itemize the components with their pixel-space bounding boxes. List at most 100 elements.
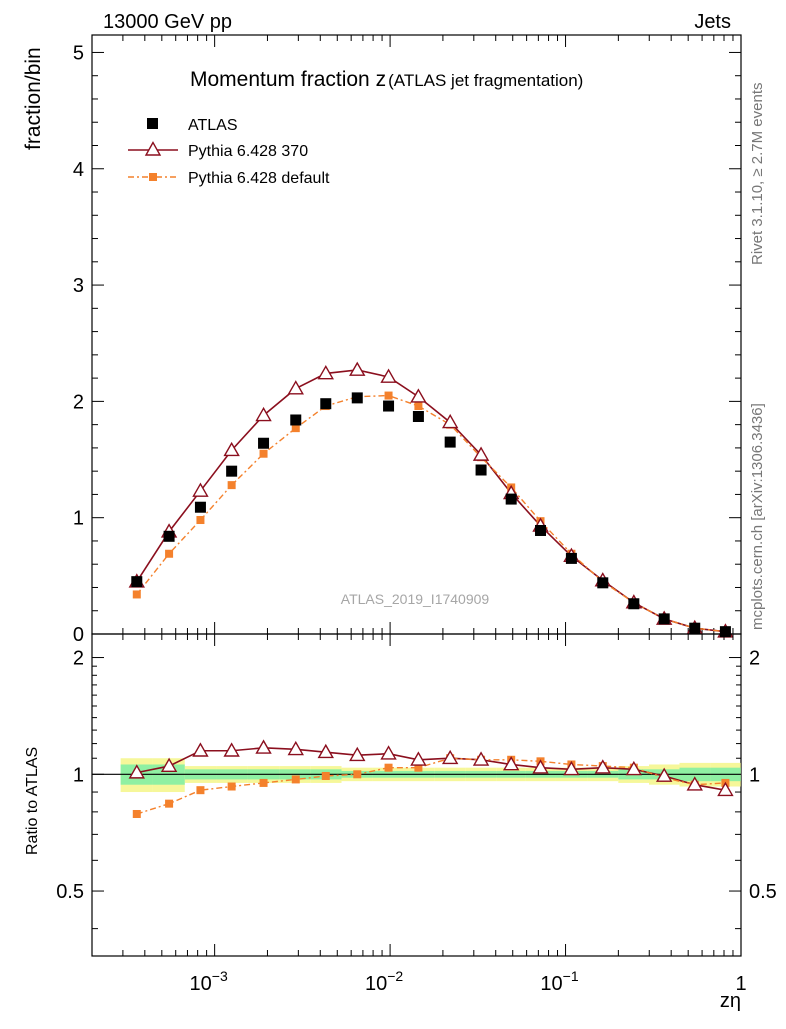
- ratio-p370-line: [136, 747, 726, 791]
- ratio-frame: [91, 633, 742, 957]
- series-atlas-point: [597, 577, 609, 589]
- ratio-p370-point: [625, 760, 643, 776]
- ratio-y-tick-label-right: 0.5: [749, 881, 777, 903]
- series-p370-point: [223, 441, 240, 457]
- series-atlas-point: [194, 501, 206, 513]
- series-atlas-point: [719, 626, 731, 638]
- x-tick-label: 10−2: [365, 968, 403, 995]
- ratio-pdefault-point: [353, 770, 362, 779]
- ratio-pdefault-point: [321, 771, 330, 780]
- series-pdefault-point: [132, 590, 141, 599]
- x-tick-label: 10−1: [540, 968, 578, 995]
- x-tick-label-exponent: −3: [212, 968, 228, 984]
- series-pdefault-line: [136, 394, 726, 633]
- energy-label: 13000 GeV pp: [103, 11, 232, 33]
- series-atlas-point: [412, 410, 424, 422]
- legend-pdefault-marker: [149, 173, 157, 181]
- ratio-panel: 10−3 10−2 10−1 10.5 0.51 12 2: [56, 633, 777, 995]
- series-atlas-point: [475, 464, 487, 476]
- ratio-p370-point: [472, 751, 490, 766]
- x-axis-label: zη: [720, 990, 741, 1012]
- series-p370-point: [441, 413, 459, 429]
- series-p370-point: [410, 388, 427, 403]
- ratio-pdefault-point: [196, 786, 205, 795]
- ratio-p370-point: [349, 746, 366, 762]
- series-atlas-point: [290, 414, 302, 426]
- chart-title: Momentum fraction z (ATLAS jet fragmentat…: [190, 68, 583, 91]
- series-p370-point: [349, 361, 366, 376]
- legend-pdefault-label: Pythia 6.428 default: [188, 170, 330, 187]
- series-pdefault-point: [414, 402, 423, 411]
- main-panel: 0 1 2 3 4 5: [73, 34, 742, 646]
- ratio-pdefault-point: [384, 763, 393, 772]
- ratio-y-tick-label-right: 1: [749, 764, 760, 786]
- series-atlas-point: [689, 622, 701, 634]
- series-p370-point: [192, 482, 209, 497]
- ratio-p370-point: [128, 764, 145, 779]
- chart-title-main: Momentum fraction z: [190, 68, 386, 91]
- series-atlas-point: [320, 398, 332, 410]
- process-label: Jets: [694, 11, 731, 33]
- ratio-y-axis-label: Ratio to ATLAS: [24, 747, 41, 855]
- ratio-p370-point: [317, 743, 334, 759]
- ratio-p370-point: [160, 757, 178, 773]
- y-tick-label: 1: [73, 508, 84, 530]
- ratio-p370-point: [380, 745, 397, 760]
- source-label: mcplots.cern.ch [arXiv:1306.3436]: [749, 403, 766, 630]
- series-pdefault-point: [384, 391, 393, 400]
- legend-p370-marker: [144, 141, 162, 156]
- x-tick-label: 10−3: [190, 968, 228, 995]
- series-pdefault-point: [196, 516, 205, 525]
- series-p370-point: [472, 446, 490, 461]
- series-atlas-point: [258, 437, 270, 449]
- ratio-p370-point: [441, 749, 459, 765]
- ratio-p370-point: [563, 760, 580, 776]
- legend: ATLAS Pythia 6.428 370 Pythia 6.428 defa…: [128, 117, 330, 187]
- ratio-p370-point: [410, 751, 427, 766]
- series-atlas-point: [351, 392, 363, 404]
- legend-p370-label: Pythia 6.428 370: [188, 143, 308, 160]
- series-atlas-point: [444, 436, 456, 448]
- series-atlas-point: [131, 576, 143, 588]
- ratio-pdefault-point: [259, 778, 268, 787]
- ratio-y-tick-label: 2: [73, 648, 84, 670]
- series-pdefault-point: [259, 449, 268, 458]
- ratio-pdefault-point: [414, 763, 423, 772]
- x-tick-label-base: 10: [365, 973, 387, 995]
- series-p370-point: [317, 365, 334, 380]
- ratio-pdefault-point: [132, 809, 141, 818]
- ratio-y-tick-label: 1: [73, 764, 84, 786]
- ratio-pdefault-point: [165, 799, 174, 808]
- ratio-p370-point: [223, 742, 240, 757]
- series-pdefault-point: [291, 424, 300, 433]
- series-p370-point: [380, 368, 397, 383]
- analysis-id: ATLAS_2019_I1740909: [341, 591, 490, 607]
- y-tick-label: 2: [73, 391, 84, 413]
- ratio-p370-point: [287, 740, 304, 756]
- series-atlas-point: [658, 613, 670, 625]
- series-atlas-point: [163, 530, 175, 542]
- ratio-y-tick-label: 0.5: [56, 881, 84, 903]
- x-tick-label-exponent: −1: [563, 968, 579, 984]
- ratio-p370-point: [255, 739, 272, 754]
- x-tick-label-exponent: −2: [387, 968, 403, 984]
- series-atlas-point: [535, 524, 547, 536]
- y-tick-label: 3: [73, 275, 84, 297]
- series-p370-point: [255, 406, 272, 422]
- rivet-label: Rivet 3.1.10, ≥ 2.7M events: [749, 83, 766, 266]
- ratio-p370-point: [594, 759, 611, 774]
- series-pdefault-point: [165, 549, 174, 558]
- ratio-p370-point: [655, 767, 673, 782]
- x-tick-label: 1: [735, 973, 746, 995]
- x-tick-label-base: 10: [190, 973, 212, 995]
- ratio-p370-point: [717, 781, 734, 797]
- legend-atlas-marker: [147, 118, 158, 129]
- ratio-pdefault-point: [227, 782, 236, 791]
- chart-title-sub: (ATLAS jet fragmentation): [388, 71, 583, 90]
- x-tick-label-base: 10: [540, 973, 562, 995]
- series-p370-point: [287, 380, 304, 395]
- y-axis-label: fraction/bin: [22, 47, 45, 150]
- series-atlas-point: [628, 598, 640, 610]
- series-pdefault-point: [227, 481, 236, 490]
